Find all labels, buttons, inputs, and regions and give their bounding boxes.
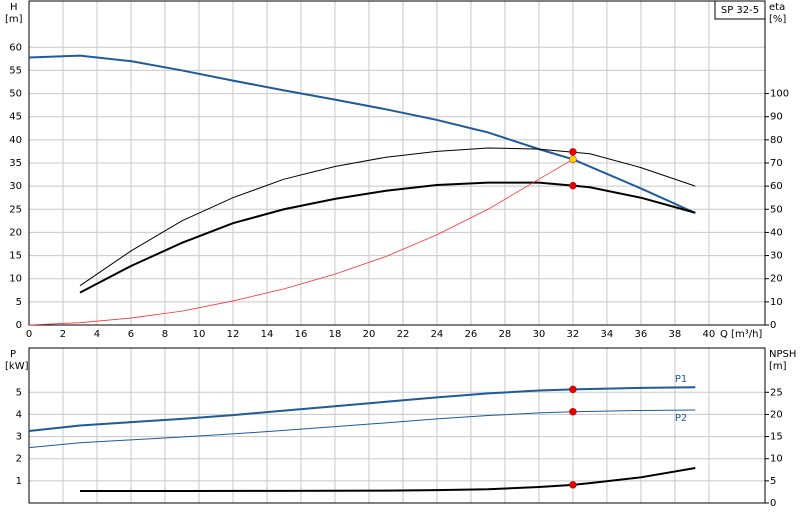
- plot-frame: [28, 347, 766, 504]
- y-tick-label: 50: [9, 89, 22, 100]
- x-tick-label: 34: [601, 329, 614, 340]
- x-axis-label: Q [m³/h]: [720, 329, 762, 340]
- y2-tick-label: 50: [770, 204, 783, 215]
- y-axis-unit: [kW]: [5, 361, 29, 372]
- y2-tick-label: 20: [770, 274, 783, 285]
- y2-tick-label: 40: [770, 227, 783, 238]
- plot-frame: [28, 0, 766, 326]
- y-tick-label: 5: [16, 297, 22, 308]
- y-tick-label: 0: [16, 320, 22, 331]
- y-tick-label: 3: [16, 432, 22, 443]
- x-tick-label: 26: [465, 329, 478, 340]
- y-tick-label: 40: [9, 135, 22, 146]
- x-tick-label: 30: [533, 329, 546, 340]
- y-tick-label: 1: [16, 476, 22, 487]
- x-tick-label: 28: [499, 329, 512, 340]
- y-axis-label: P: [10, 349, 16, 360]
- y2-tick-label: 100: [770, 89, 789, 100]
- x-tick-label: 6: [128, 329, 134, 340]
- duty-point: [569, 481, 577, 489]
- curve: [28, 158, 574, 326]
- duty-point: [569, 155, 577, 164]
- y-tick-label: 35: [9, 158, 22, 169]
- duty-point: [569, 385, 577, 394]
- y-tick-label: 15: [9, 251, 22, 262]
- curve: [28, 54, 696, 214]
- y2-tick-label: 0: [770, 320, 776, 331]
- x-tick-label: 2: [60, 329, 66, 340]
- duty-point: [569, 408, 577, 416]
- y-tick-label: 4: [16, 409, 22, 420]
- y-tick-label: 20: [9, 227, 22, 238]
- y2-tick-label: 30: [770, 251, 783, 262]
- x-tick-label: 24: [431, 329, 444, 340]
- series-label: P2: [675, 413, 687, 424]
- duty-point: [569, 148, 577, 156]
- x-tick-label: 8: [162, 329, 168, 340]
- y-tick-label: 55: [9, 65, 22, 76]
- x-tick-label: 10: [193, 329, 206, 340]
- curve: [28, 409, 696, 449]
- y-tick-label: 60: [9, 42, 22, 53]
- y-tick-label: 5: [16, 387, 22, 398]
- x-tick-label: 40: [703, 329, 716, 340]
- y2-tick-label: 70: [770, 158, 783, 169]
- series-label: P1: [675, 374, 687, 385]
- y2-tick-label: 15: [770, 432, 783, 443]
- y-tick-label: 2: [16, 454, 22, 465]
- x-tick-label: 38: [669, 329, 682, 340]
- x-tick-label: 12: [227, 329, 240, 340]
- x-tick-label: 14: [261, 329, 274, 340]
- x-tick-label: 16: [295, 329, 308, 340]
- y2-tick-label: 60: [770, 181, 783, 192]
- y-tick-label: 30: [9, 181, 22, 192]
- curve: [79, 147, 696, 287]
- x-tick-label: 18: [329, 329, 342, 340]
- y2-tick-label: 20: [770, 409, 783, 420]
- y-axis-unit: [m]: [5, 14, 23, 25]
- y-tick-label: 10: [9, 274, 22, 285]
- y-tick-label: 45: [9, 112, 22, 123]
- y-tick-label: 25: [9, 204, 22, 215]
- y2-tick-label: 80: [770, 135, 783, 146]
- y2-tick-label: 25: [770, 387, 783, 398]
- x-tick-label: 4: [94, 329, 100, 340]
- x-tick-label: 0: [26, 329, 32, 340]
- y2-axis-label: NPSH: [769, 349, 796, 360]
- chart-title: SP 32-5: [721, 5, 759, 16]
- curve: [79, 467, 696, 493]
- y2-tick-label: 10: [770, 297, 783, 308]
- y2-axis-unit: [m]: [769, 361, 787, 372]
- x-tick-label: 20: [363, 329, 376, 340]
- y2-axis-unit: [%]: [769, 14, 786, 25]
- x-tick-label: 36: [635, 329, 648, 340]
- y2-tick-label: 0: [770, 498, 776, 509]
- duty-point: [569, 181, 577, 190]
- curve: [79, 181, 696, 294]
- y-axis-label: H: [10, 2, 18, 13]
- y2-tick-label: 90: [770, 112, 783, 123]
- y2-axis-label: eta: [769, 2, 785, 13]
- x-tick-label: 22: [397, 329, 410, 340]
- title-box: [714, 0, 766, 20]
- y2-tick-label: 5: [770, 476, 776, 487]
- y2-tick-label: 10: [770, 454, 783, 465]
- curve: [28, 386, 696, 433]
- x-tick-label: 32: [567, 329, 580, 340]
